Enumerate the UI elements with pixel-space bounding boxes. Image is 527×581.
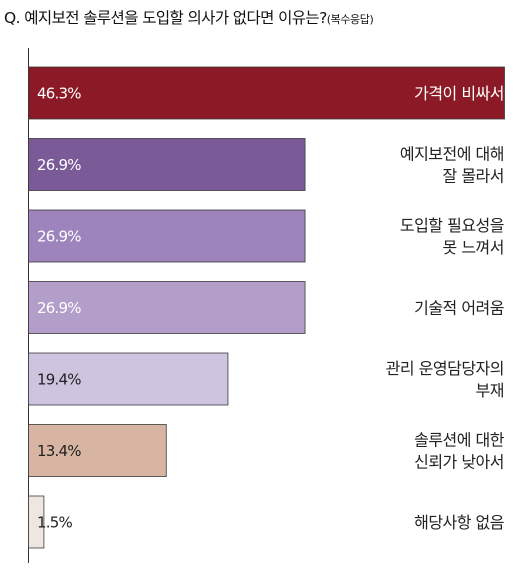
bar-3 [28, 209, 306, 263]
category-label-5-line-2: 부재 [476, 381, 504, 400]
bar-value-label-5: 19.4% [37, 371, 81, 389]
bar-value-label-2: 26.9% [37, 156, 81, 174]
chart-title: Q. 예지보전 솔루션을 도입할 의사가 없다면 이유는?(복수응답) [4, 6, 524, 28]
bars-group: 46.3% 가격이 비싸서 26.9% 예지보전에 대해잘 몰라서 26.9% 도입할 필… [28, 66, 505, 549]
bar-value-label-3: 26.9% [37, 228, 81, 246]
bar-4 [28, 281, 306, 334]
category-label-4-line-1: 기술적 어려움 [414, 299, 504, 318]
category-label-1-line-1: 가격이 비싸서 [414, 84, 504, 103]
category-label-6-line-2: 신뢰가 낮아서 [414, 453, 504, 472]
bar-value-label-4: 26.9% [37, 299, 81, 317]
category-label-2-line-2: 잘 몰라서 [443, 167, 504, 186]
bar-5 [28, 352, 229, 406]
category-label-3-line-1: 도입할 필요성을 [400, 216, 504, 235]
chart-title-text: Q. 예지보전 솔루션을 도입할 의사가 없다면 이유는? [4, 9, 327, 27]
category-label-5-line-1: 관리 운영담당자의 [386, 359, 504, 378]
category-label-7-line-1: 해당사항 없음 [414, 513, 504, 532]
bar-value-label-7: 1.5% [37, 514, 72, 532]
category-label-3-line-2: 못 느껴서 [443, 238, 504, 257]
bar-2 [28, 138, 306, 191]
chart-title-note: (복수응답) [326, 13, 374, 26]
bar-value-label-6: 13.4% [37, 442, 81, 460]
bar-1 [28, 66, 505, 120]
bar-value-label-1: 46.3% [37, 85, 81, 103]
bar-6 [28, 424, 167, 477]
bar-7 [28, 495, 45, 549]
category-label-6-line-1: 솔루션에 대한 [414, 431, 505, 450]
category-label-2-line-1: 예지보전에 대해 [400, 145, 504, 164]
